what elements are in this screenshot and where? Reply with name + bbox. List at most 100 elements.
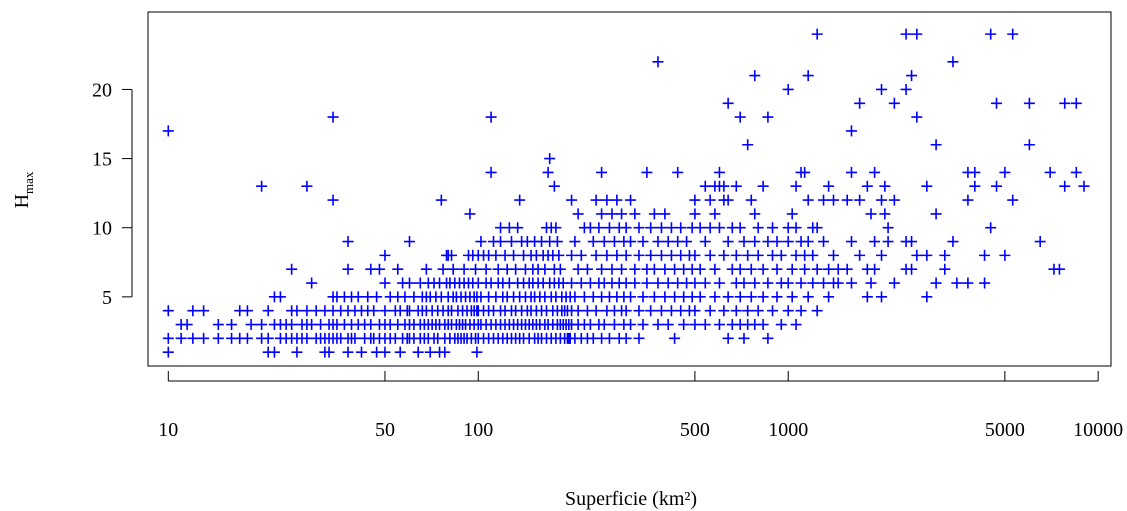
data-point	[689, 305, 701, 317]
data-point	[854, 97, 866, 109]
data-point	[854, 194, 866, 206]
data-point	[745, 194, 757, 206]
data-point	[659, 291, 671, 303]
data-point	[544, 153, 556, 165]
data-point	[795, 305, 807, 317]
data-point	[811, 222, 823, 234]
data-point	[713, 222, 725, 234]
data-point	[286, 319, 298, 331]
data-point	[475, 236, 487, 248]
data-point	[749, 208, 761, 220]
data-point	[828, 194, 840, 206]
data-point	[742, 249, 754, 261]
data-point	[198, 332, 210, 344]
data-point	[782, 83, 794, 95]
data-point	[291, 305, 303, 317]
data-point	[437, 263, 449, 275]
data-point	[900, 83, 912, 95]
data-point	[762, 277, 774, 289]
data-point	[681, 236, 693, 248]
data-point	[616, 263, 628, 275]
data-point	[1070, 166, 1082, 178]
data-point	[906, 236, 918, 248]
data-point	[749, 236, 761, 248]
data-point	[672, 166, 684, 178]
data-point	[446, 249, 458, 261]
data-point	[648, 291, 660, 303]
data-point	[828, 249, 840, 261]
data-point	[641, 166, 653, 178]
data-point	[699, 319, 711, 331]
x-axis: 10 50 100 500 1000 5000 10000	[158, 371, 1123, 441]
data-point	[665, 305, 677, 317]
data-point	[767, 222, 779, 234]
data-point	[999, 249, 1011, 261]
data-point	[802, 194, 814, 206]
data-point	[854, 249, 866, 261]
data-point	[861, 291, 873, 303]
data-point	[865, 208, 877, 220]
data-point	[659, 208, 671, 220]
data-point	[620, 305, 632, 317]
data-point	[655, 222, 667, 234]
data-point	[699, 236, 711, 248]
data-point	[734, 222, 746, 234]
data-point	[355, 346, 367, 358]
data-point	[713, 277, 725, 289]
data-point	[939, 263, 951, 275]
data-point	[262, 332, 274, 344]
data-point	[734, 111, 746, 123]
data-point	[930, 208, 942, 220]
data-point	[771, 291, 783, 303]
data-point	[548, 180, 560, 192]
data-point	[782, 277, 794, 289]
data-point	[786, 208, 798, 220]
data-point	[823, 263, 835, 275]
data-point	[608, 236, 620, 248]
data-point	[771, 236, 783, 248]
data-point	[734, 291, 746, 303]
data-point	[572, 208, 584, 220]
data-point	[1059, 180, 1071, 192]
data-point	[510, 263, 522, 275]
data-point	[704, 194, 716, 206]
data-point	[403, 277, 415, 289]
data-point	[575, 249, 587, 261]
data-point	[713, 319, 725, 331]
data-point	[879, 180, 891, 192]
data-point	[403, 236, 415, 248]
data-point	[869, 263, 881, 275]
data-point	[625, 319, 637, 331]
data-point	[301, 305, 313, 317]
data-point	[162, 346, 174, 358]
data-point	[508, 249, 520, 261]
data-point	[662, 319, 674, 331]
data-point	[802, 70, 814, 82]
data-point	[718, 305, 730, 317]
data-point	[749, 277, 761, 289]
data-point	[790, 319, 802, 331]
data-point	[368, 305, 380, 317]
data-point	[551, 236, 563, 248]
data-point	[606, 263, 618, 275]
data-point	[420, 263, 432, 275]
data-point	[786, 291, 798, 303]
data-point	[572, 263, 584, 275]
data-point	[539, 263, 551, 275]
data-point	[930, 139, 942, 151]
data-point	[665, 249, 677, 261]
data-point	[713, 166, 725, 178]
data-point	[694, 222, 706, 234]
data-point	[790, 180, 802, 192]
data-point	[327, 194, 339, 206]
data-point	[616, 208, 628, 220]
points-layer	[162, 28, 1090, 358]
y-tick-label: 20	[92, 79, 112, 101]
data-point	[424, 346, 436, 358]
data-point	[841, 194, 853, 206]
data-point	[1053, 263, 1065, 275]
data-point	[662, 236, 674, 248]
data-point	[625, 291, 637, 303]
data-point	[566, 277, 578, 289]
data-point	[512, 222, 524, 234]
